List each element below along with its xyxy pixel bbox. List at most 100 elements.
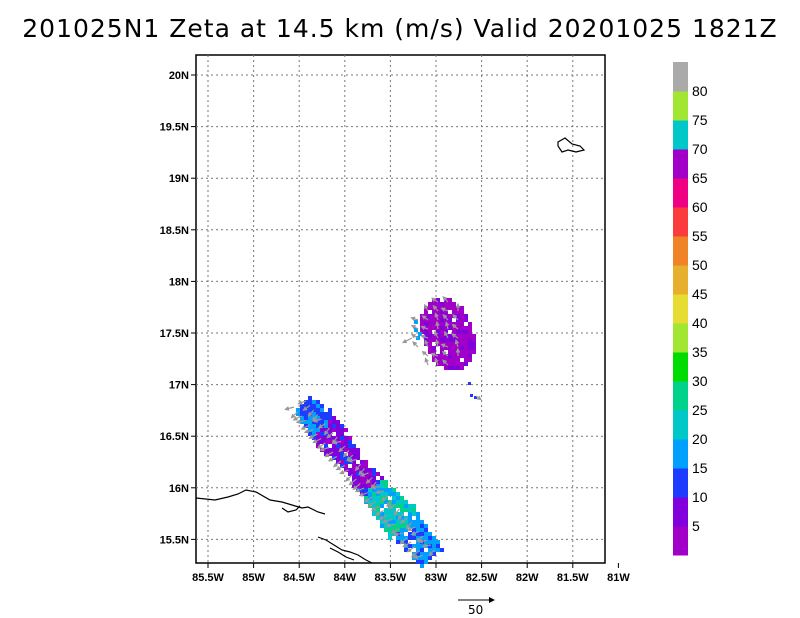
wind-vector: [452, 314, 459, 321]
wind-vector: [421, 350, 429, 357]
coastline: [195, 137, 586, 564]
vorticity-cell: [412, 520, 416, 524]
lon-tick-label: 81.5W: [557, 572, 589, 584]
lat-tick-label: 15.5N: [160, 534, 189, 546]
vorticity-cell: [364, 488, 368, 492]
vorticity-cell: [400, 528, 404, 532]
vorticity-cell: [332, 416, 336, 420]
vorticity-cell: [320, 408, 324, 412]
wind-vector: [410, 324, 419, 330]
vorticity-cell: [428, 346, 432, 350]
wind-vector: [374, 489, 385, 495]
vorticity-cell: [340, 440, 344, 444]
vorticity-cell: [460, 330, 464, 334]
vorticity-cell: [392, 496, 396, 500]
vorticity-cell: [418, 332, 422, 336]
vorticity-cell: [436, 298, 440, 302]
wind-vector: [302, 405, 311, 411]
wind-vector: [410, 530, 420, 536]
vorticity-cell: [400, 508, 404, 512]
vorticity-cell: [400, 512, 404, 516]
vorticity-cell: [320, 432, 324, 436]
vorticity-cell: [332, 448, 336, 452]
vorticity-cell: [456, 310, 460, 314]
vorticity-cell: [428, 350, 432, 354]
vorticity-cell: [372, 512, 376, 516]
grid-lines: [196, 55, 605, 563]
vorticity-cell: [408, 516, 412, 520]
vorticity-cell: [408, 512, 412, 516]
vorticity-cell: [472, 334, 476, 338]
vorticity-cell: [444, 346, 448, 350]
vorticity-cell: [428, 302, 432, 306]
lat-tick-label: 20N: [169, 70, 189, 82]
vorticity-cell: [404, 528, 408, 532]
wind-vector: [435, 320, 440, 330]
vorticity-cell: [392, 508, 396, 512]
vorticity-cell: [352, 464, 356, 468]
vorticity-cell: [468, 346, 472, 350]
vorticity-cell: [324, 420, 328, 424]
wind-vector: [303, 428, 314, 434]
vorticity-cell: [448, 342, 452, 346]
vorticity-cell: [344, 448, 348, 452]
vorticity-cell: [356, 480, 360, 484]
wind-vector: [319, 446, 330, 452]
vorticity-cell: [420, 548, 424, 552]
vorticity-cell: [336, 452, 340, 456]
vorticity-cell: [324, 412, 328, 416]
colorbar-segment: [673, 323, 688, 353]
vorticity-cell: [384, 480, 388, 484]
vorticity-cell: [384, 528, 388, 532]
vorticity-cell: [456, 326, 460, 330]
wind-vector: [440, 343, 449, 348]
vorticity-cell: [452, 338, 456, 342]
vorticity-cell: [360, 460, 364, 464]
wind-vector: [348, 478, 357, 486]
vorticity-cell: [312, 432, 316, 436]
wind-vector: [424, 357, 430, 366]
colorbar-label: 50: [692, 257, 708, 273]
vorticity-cell: [396, 540, 400, 544]
vorticity-cell: [328, 416, 332, 420]
vorticity-cell: [396, 536, 400, 540]
vorticity-cell: [472, 338, 476, 342]
lat-tick-label: 16.5N: [160, 431, 189, 443]
wind-vector: [335, 464, 345, 471]
vorticity-cell: [440, 314, 444, 318]
wind-vector: [451, 323, 459, 330]
vorticity-cell: [460, 342, 464, 346]
vorticity-cell: [464, 358, 468, 362]
wind-vector: [332, 460, 342, 468]
vorticity-cell: [408, 544, 412, 548]
reference-vector-label: 50: [468, 603, 483, 617]
vorticity-cell: [424, 334, 428, 338]
vorticity-cell: [440, 362, 444, 366]
vorticity-cell: [448, 314, 452, 318]
vorticity-cell: [328, 424, 332, 428]
colorbar-label: 15: [692, 460, 708, 476]
vorticity-cell: [364, 464, 368, 468]
vorticity-cell: [428, 540, 432, 544]
vorticity-cell: [436, 330, 440, 334]
vorticity-cell: [440, 548, 444, 552]
colorbar-segment: [673, 497, 688, 527]
colorbar-segment: [673, 410, 688, 440]
vorticity-cell: [448, 354, 452, 358]
vorticity-cell: [392, 500, 396, 504]
colorbar-label: 45: [692, 286, 708, 302]
vorticity-cell: [432, 358, 436, 362]
vorticity-cell: [416, 560, 420, 564]
vorticity-cell: [460, 318, 464, 322]
vorticity-cell: [452, 346, 456, 350]
vorticity-cell: [448, 346, 452, 350]
vorticity-cell: [304, 400, 308, 404]
wind-vector: [417, 538, 428, 544]
vorticity-cell: [376, 496, 380, 500]
colorbar-label: 5: [692, 518, 700, 534]
vorticity-cell: [336, 432, 340, 436]
vorticity-cell: [436, 306, 440, 310]
vorticity-cell: [332, 428, 336, 432]
vorticity-cell: [388, 532, 392, 536]
vorticity-cell: [316, 408, 320, 412]
